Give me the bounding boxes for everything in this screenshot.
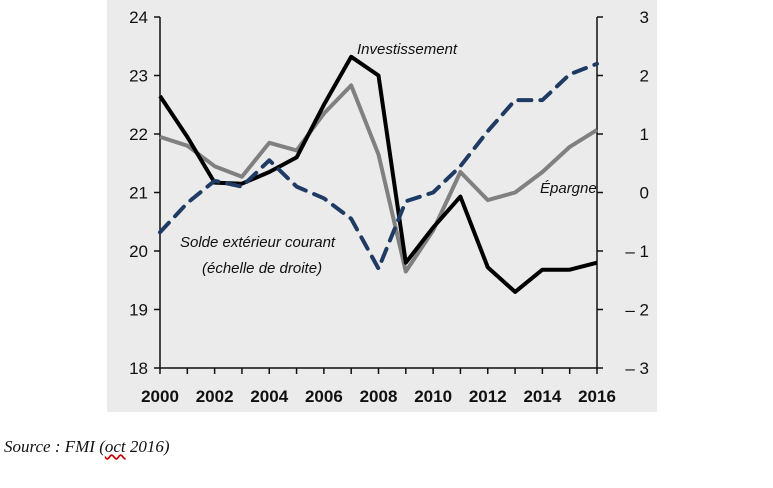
data-point-series-1	[541, 171, 543, 173]
data-point-series-2	[405, 200, 407, 202]
x-tick-label: 2012	[469, 387, 507, 406]
annotation-investissement: Investissement	[357, 41, 458, 58]
series-line-0	[158, 54, 598, 294]
data-point-series-0	[459, 195, 461, 197]
data-point-series-2	[323, 197, 325, 199]
data-point-series-1	[487, 199, 489, 201]
data-point-series-2	[159, 231, 161, 233]
data-point-series-1	[295, 149, 297, 151]
point-layer	[159, 56, 598, 293]
x-tick-label: 2014	[523, 387, 561, 406]
right-tick-label: – 2	[625, 301, 649, 320]
source-note: Source : FMI (oct 2016)	[4, 437, 170, 457]
series-layer	[158, 54, 599, 294]
data-point-series-2	[514, 99, 516, 101]
left-tick-label: 23	[129, 67, 148, 86]
x-tick-label: 2002	[196, 387, 234, 406]
right-tick-label: 2	[640, 67, 649, 86]
chart-panel	[107, 0, 657, 412]
left-tick-label: 20	[129, 242, 148, 261]
data-point-series-1	[459, 171, 461, 173]
x-tick-label: 2006	[305, 387, 343, 406]
left-tick-label: 19	[129, 301, 148, 320]
data-point-series-0	[350, 56, 352, 58]
data-point-series-2	[377, 267, 379, 269]
right-tick-label: – 3	[625, 359, 649, 378]
data-point-series-0	[241, 183, 243, 185]
data-point-series-2	[268, 159, 270, 161]
data-point-series-2	[350, 218, 352, 220]
x-tick-label: 2010	[414, 387, 452, 406]
data-point-series-1	[268, 142, 270, 144]
x-tick-label: 2008	[360, 387, 398, 406]
data-point-series-1	[213, 165, 215, 167]
data-point-series-2	[569, 73, 571, 75]
data-point-series-1	[569, 146, 571, 148]
left-tick-label: 24	[129, 8, 148, 27]
data-point-series-1	[405, 270, 407, 272]
data-point-series-1	[241, 176, 243, 178]
data-point-series-0	[541, 269, 543, 271]
right-tick-label: – 1	[625, 242, 649, 261]
data-point-series-0	[377, 74, 379, 76]
right-tick-label: 3	[640, 8, 649, 27]
annotation-solde-line1: Solde extérieur courant	[180, 234, 336, 251]
source-prefix: Source : FMI (	[4, 437, 105, 456]
source-month: oct	[104, 437, 126, 456]
right-tick-label: 1	[640, 125, 649, 144]
data-point-series-2	[487, 130, 489, 132]
data-point-series-1	[186, 145, 188, 147]
data-point-series-1	[514, 191, 516, 193]
data-point-series-0	[186, 136, 188, 138]
x-tick-label: 2004	[250, 387, 288, 406]
annotation-epargne: Épargne	[540, 180, 597, 197]
data-point-series-0	[323, 104, 325, 106]
data-point-series-1	[432, 229, 434, 231]
left-tick-label: 21	[129, 184, 148, 203]
data-point-series-0	[268, 171, 270, 173]
x-tick-label: 2016	[578, 387, 616, 406]
series-line-2	[158, 61, 599, 271]
data-point-series-2	[432, 191, 434, 193]
data-point-series-2	[241, 185, 243, 187]
data-point-series-1	[350, 84, 352, 86]
data-point-series-2	[596, 63, 598, 65]
data-point-series-2	[213, 180, 215, 182]
data-point-series-2	[541, 99, 543, 101]
data-point-series-0	[596, 262, 598, 264]
data-point-series-1	[323, 112, 325, 114]
data-point-series-2	[295, 185, 297, 187]
data-point-series-2	[186, 202, 188, 204]
data-point-series-1	[596, 129, 598, 131]
data-point-series-0	[569, 269, 571, 271]
source-suffix: 2016)	[125, 437, 170, 456]
data-point-series-0	[432, 226, 434, 228]
left-tick-label: 18	[129, 359, 148, 378]
annotation-solde-line2: (échelle de droite)	[202, 260, 322, 277]
data-point-series-0	[405, 262, 407, 264]
data-point-series-2	[459, 165, 461, 167]
left-tick-label: 22	[129, 125, 148, 144]
data-point-series-1	[159, 136, 161, 138]
data-point-series-0	[159, 95, 161, 97]
series-line-1	[159, 83, 599, 274]
data-point-series-0	[295, 156, 297, 158]
data-point-series-1	[377, 153, 379, 155]
data-point-series-0	[487, 266, 489, 268]
right-tick-label: 0	[640, 184, 649, 203]
x-tick-label: 2000	[141, 387, 179, 406]
data-point-series-0	[514, 291, 516, 293]
